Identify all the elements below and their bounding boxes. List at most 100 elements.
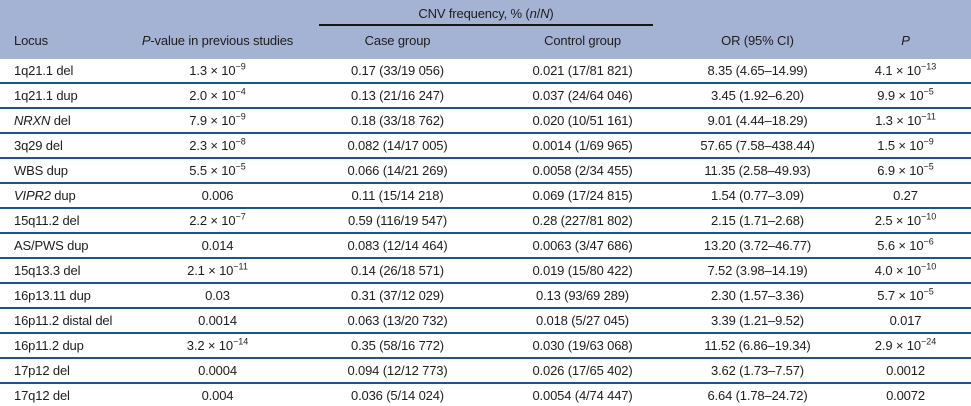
cell-or-ci: 3.39 (1.21–9.52) xyxy=(675,307,840,333)
cell-control-group: 0.13 (93/69 289) xyxy=(490,282,675,308)
column-header-case-group: Case group xyxy=(305,26,490,59)
cell-p-previous-studies: 0.0004 xyxy=(130,357,305,383)
table-body: 1q21.1 del 1.3 × 10−9 0.17 (33/19 056) 0.02… xyxy=(0,59,971,406)
cell-p: 1.5 × 10−9 xyxy=(840,132,971,158)
cell-p: 0.0012 xyxy=(840,357,971,383)
cell-p-previous-studies: 2.2 × 10−7 xyxy=(130,207,305,233)
table-row: 16p11.2 dup 3.2 × 10−14 0.35 (58/16 772) 0.… xyxy=(0,332,971,358)
spanner-cell: CNV frequency, % (n/N) xyxy=(305,0,675,26)
cell-locus: VIPR2 dup xyxy=(0,182,130,208)
table-row: 16p11.2 distal del 0.0014 0.063 (13/20 732… xyxy=(0,307,971,333)
cell-p-previous-studies: 0.004 xyxy=(130,382,305,406)
spanner-spacer-left xyxy=(0,0,305,26)
spanner-spacer-right xyxy=(675,0,971,26)
cell-case-group: 0.083 (12/14 464) xyxy=(305,232,490,258)
cell-locus: 16p11.2 distal del xyxy=(0,307,130,333)
cell-case-group: 0.036 (5/14 024) xyxy=(305,382,490,406)
cell-p: 4.0 × 10−10 xyxy=(840,257,971,283)
table-row: 15q11.2 del 2.2 × 10−7 0.59 (116/19 547) 0.… xyxy=(0,207,971,233)
cell-control-group: 0.0054 (4/74 447) xyxy=(490,382,675,406)
cell-case-group: 0.066 (14/21 269) xyxy=(305,157,490,183)
column-header-locus: Locus xyxy=(0,26,130,59)
cell-locus: 1q21.1 del xyxy=(0,59,130,83)
table-row: 15q13.3 del 2.1 × 10−11 0.14 (26/18 571) 0.… xyxy=(0,257,971,283)
column-header-p-previous-studies: P-value in previous studies xyxy=(130,26,305,59)
table-row: 17p12 del 0.0004 0.094 (12/12 773) 0.026 (1… xyxy=(0,357,971,383)
cell-case-group: 0.082 (14/17 005) xyxy=(305,132,490,158)
table-row: VIPR2 dup 0.006 0.11 (15/14 218) 0.069 (17/… xyxy=(0,182,971,208)
table-row: 3q29 del 2.3 × 10−8 0.082 (14/17 005) 0.001… xyxy=(0,132,971,158)
cell-p-previous-studies: 5.5 × 10−5 xyxy=(130,157,305,183)
cell-case-group: 0.59 (116/19 547) xyxy=(305,207,490,233)
cell-locus: 1q21.1 dup xyxy=(0,82,130,108)
table-header: CNV frequency, % (n/N) Locus P-value in … xyxy=(0,0,971,59)
cell-control-group: 0.021 (17/81 821) xyxy=(490,59,675,83)
cell-control-group: 0.28 (227/81 802) xyxy=(490,207,675,233)
cell-p-previous-studies: 0.03 xyxy=(130,282,305,308)
cell-control-group: 0.020 (10/51 161) xyxy=(490,107,675,133)
cell-or-ci: 1.54 (0.77–3.09) xyxy=(675,182,840,208)
cell-locus: NRXN del xyxy=(0,107,130,133)
cell-or-ci: 8.35 (4.65–14.99) xyxy=(675,59,840,83)
cell-locus: 15q13.3 del xyxy=(0,257,130,283)
cell-control-group: 0.018 (5/27 045) xyxy=(490,307,675,333)
cell-p: 0.017 xyxy=(840,307,971,333)
cell-control-group: 0.0063 (3/47 686) xyxy=(490,232,675,258)
cell-p-previous-studies: 0.0014 xyxy=(130,307,305,333)
cell-p: 2.9 × 10−24 xyxy=(840,332,971,358)
cell-locus: 16p11.2 dup xyxy=(0,332,130,358)
table-row: 1q21.1 del 1.3 × 10−9 0.17 (33/19 056) 0.02… xyxy=(0,59,971,83)
cell-p-previous-studies: 0.014 xyxy=(130,232,305,258)
cell-p-previous-studies: 1.3 × 10−9 xyxy=(130,59,305,83)
cell-p-previous-studies: 2.1 × 10−11 xyxy=(130,257,305,283)
cell-case-group: 0.18 (33/18 762) xyxy=(305,107,490,133)
cell-locus: 15q11.2 del xyxy=(0,207,130,233)
cell-control-group: 0.026 (17/65 402) xyxy=(490,357,675,383)
cell-case-group: 0.13 (21/16 247) xyxy=(305,82,490,108)
table-row: 17q12 del 0.004 0.036 (5/14 024) 0.0054 (4/… xyxy=(0,382,971,406)
column-header-or-ci: OR (95% CI) xyxy=(675,26,840,59)
cell-or-ci: 57.65 (7.58–438.44) xyxy=(675,132,840,158)
cell-locus: 16p13.11 dup xyxy=(0,282,130,308)
cell-locus: 17p12 del xyxy=(0,357,130,383)
cell-p-previous-studies: 2.3 × 10−8 xyxy=(130,132,305,158)
cell-case-group: 0.11 (15/14 218) xyxy=(305,182,490,208)
cell-p-previous-studies: 3.2 × 10−14 xyxy=(130,332,305,358)
cell-p: 4.1 × 10−13 xyxy=(840,59,971,83)
cell-case-group: 0.31 (37/12 029) xyxy=(305,282,490,308)
cell-case-group: 0.063 (13/20 732) xyxy=(305,307,490,333)
cell-or-ci: 6.64 (1.78–24.72) xyxy=(675,382,840,406)
cell-p-previous-studies: 2.0 × 10−4 xyxy=(130,82,305,108)
cell-or-ci: 2.15 (1.71–2.68) xyxy=(675,207,840,233)
cell-p: 0.0072 xyxy=(840,382,971,406)
table-row: AS/PWS dup 0.014 0.083 (12/14 464) 0.0063 (… xyxy=(0,232,971,258)
cell-case-group: 0.35 (58/16 772) xyxy=(305,332,490,358)
column-header-row: Locus P-value in previous studies Case g… xyxy=(0,26,971,59)
cell-or-ci: 3.62 (1.73–7.57) xyxy=(675,357,840,383)
cell-p: 6.9 × 10−5 xyxy=(840,157,971,183)
cell-or-ci: 2.30 (1.57–3.36) xyxy=(675,282,840,308)
cell-locus: AS/PWS dup xyxy=(0,232,130,258)
cell-case-group: 0.17 (33/19 056) xyxy=(305,59,490,83)
cell-case-group: 0.094 (12/12 773) xyxy=(305,357,490,383)
spanner-row: CNV frequency, % (n/N) xyxy=(0,0,971,26)
cell-or-ci: 11.52 (6.86–19.34) xyxy=(675,332,840,358)
table-row: NRXN del 7.9 × 10−9 0.18 (33/18 762) 0.020 … xyxy=(0,107,971,133)
cell-locus: WBS dup xyxy=(0,157,130,183)
cell-control-group: 0.0014 (1/69 965) xyxy=(490,132,675,158)
cell-control-group: 0.0058 (2/34 455) xyxy=(490,157,675,183)
cell-or-ci: 13.20 (3.72–46.77) xyxy=(675,232,840,258)
cell-control-group: 0.069 (17/24 815) xyxy=(490,182,675,208)
cell-control-group: 0.019 (15/80 422) xyxy=(490,257,675,283)
cell-or-ci: 3.45 (1.92–6.20) xyxy=(675,82,840,108)
cell-p: 5.7 × 10−5 xyxy=(840,282,971,308)
table-row: WBS dup 5.5 × 10−5 0.066 (14/21 269) 0.0058… xyxy=(0,157,971,183)
spanner-cnv-frequency-title: CNV frequency, % (n/N) xyxy=(319,6,653,26)
cell-control-group: 0.037 (24/64 046) xyxy=(490,82,675,108)
cell-or-ci: 7.52 (3.98–14.19) xyxy=(675,257,840,283)
column-header-p: P xyxy=(840,26,971,59)
cell-or-ci: 9.01 (4.44–18.29) xyxy=(675,107,840,133)
table-row: 16p13.11 dup 0.03 0.31 (37/12 029) 0.13 (93… xyxy=(0,282,971,308)
